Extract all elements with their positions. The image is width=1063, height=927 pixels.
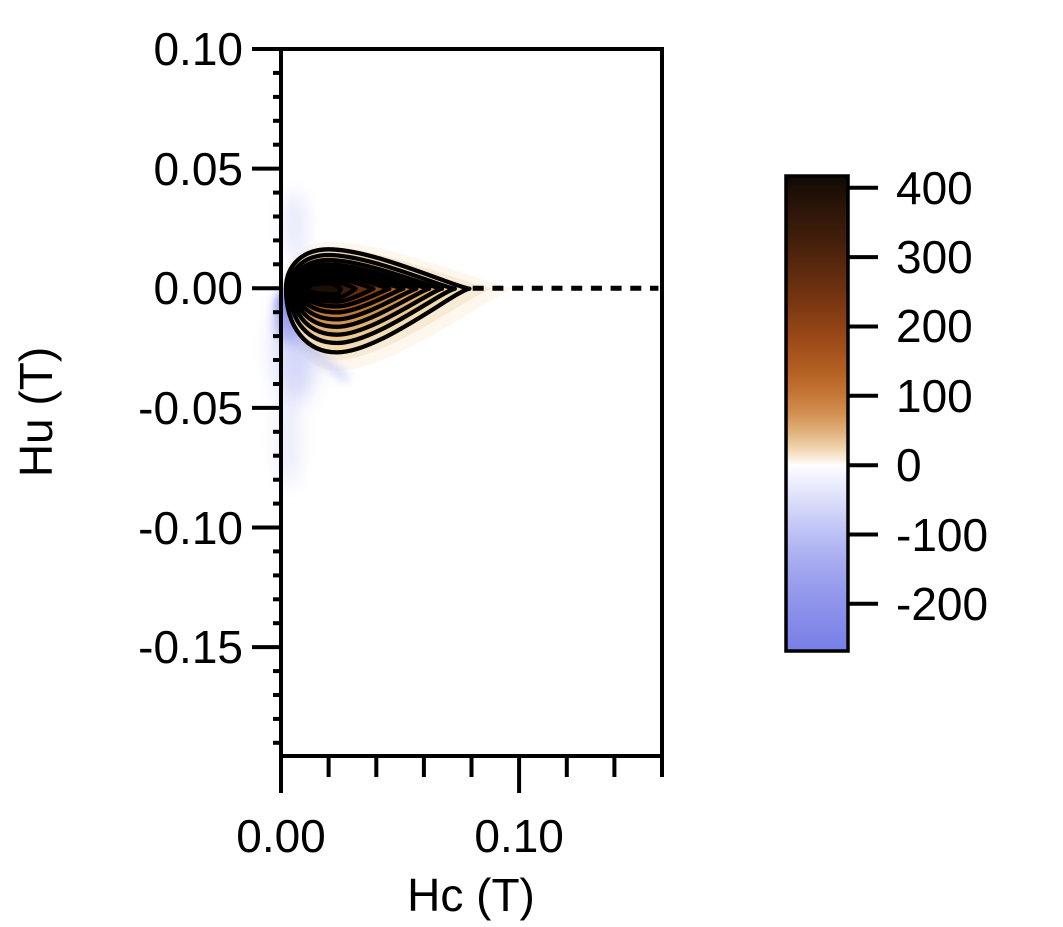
x-axis-tick-label: 0.10 [474,810,564,862]
colorbar-tick-label: -100 [896,508,989,561]
colorbar [784,174,878,653]
colorbar-tick-label: -200 [896,577,989,630]
y-axis-tick-label: 0.05 [153,142,243,195]
colorbar-tick-label: 100 [896,369,973,422]
y-axis-tick-label: -0.05 [138,381,243,434]
colorbar-tick-label: 0 [896,439,922,492]
colorbar-tick-label: 200 [896,300,973,353]
y-axis-title: Hu (T) [10,346,62,478]
y-axis-tick-label: -0.10 [138,501,243,554]
y-axis-tick-label: 0.00 [153,262,243,315]
x-axis-tick-label: 0.00 [236,810,326,862]
y-axis-tick-label: 0.10 [153,23,243,75]
axes [252,47,664,793]
x-axis-title: Hc (T) [407,869,535,921]
colorbar-tick-label: 400 [896,161,973,214]
contour-levels [283,247,472,355]
y-axis-tick-label: -0.15 [138,621,243,674]
colorbar-tick-label: 300 [896,231,973,284]
